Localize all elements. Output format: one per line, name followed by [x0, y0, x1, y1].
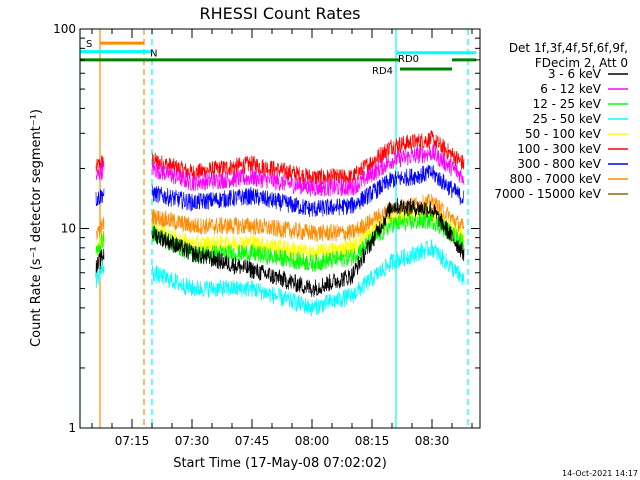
legend-label-8: 7000 - 15000 keV	[494, 187, 601, 201]
flag-label-3: RD0	[398, 54, 419, 65]
legend-label-7: 800 - 7000 keV	[510, 172, 602, 186]
timestamp: 14-Oct-2021 14:17	[562, 469, 638, 478]
series-line-5-1	[151, 130, 465, 187]
flag-label-1: N	[150, 49, 157, 60]
x-axis-label: Start Time (17-May-08 07:02:02)	[173, 456, 387, 471]
x-tick-label-0: 07:15	[115, 434, 150, 448]
legend-label-5: 100 - 300 keV	[517, 142, 601, 156]
flag-label-4: RD4	[372, 66, 393, 77]
legend: Det 1f,3f,4f,5f,6f,9f,FDecim 2, Att 03 -…	[494, 41, 628, 201]
legend-header-0: Det 1f,3f,4f,5f,6f,9f,	[509, 41, 628, 55]
legend-header-1: FDecim 2, Att 0	[535, 56, 628, 70]
series-line-2-0	[95, 230, 105, 256]
flag-layer: S N RD0 RD4	[80, 39, 476, 77]
flag-label-0: S	[86, 39, 92, 50]
y-axis-label: Count Rate (s⁻¹ detector segment⁻¹)	[29, 109, 44, 347]
y-tick-label-0: 1	[68, 421, 76, 435]
y-tick-label-1: 10	[61, 222, 76, 236]
series-line-6-0	[95, 188, 105, 207]
series-line-6-1	[151, 164, 465, 218]
series-line-5-0	[95, 155, 105, 173]
chart-title: RHESSI Count Rates	[200, 4, 361, 23]
axes-layer: 1 10 100 07:15 07:30 07:45 08:00 08:15 08:30	[53, 22, 481, 448]
series-line-1-1	[151, 144, 465, 197]
legend-label-4: 50 - 100 keV	[525, 127, 602, 141]
x-tick-label-4: 08:15	[355, 434, 390, 448]
y-tick-label-2: 100	[53, 22, 76, 36]
series-line-0-1	[151, 197, 465, 297]
legend-label-6: 300 - 800 keV	[517, 157, 601, 171]
series-line-3-1	[151, 239, 465, 317]
x-tick-label-3: 08:00	[295, 434, 330, 448]
series-line-7-0	[95, 216, 105, 241]
x-tick-label-1: 07:30	[175, 434, 210, 448]
legend-label-3: 25 - 50 keV	[533, 112, 602, 126]
series-layer	[95, 130, 465, 317]
legend-label-0: 3 - 6 keV	[548, 67, 602, 81]
x-tick-label-2: 07:45	[235, 434, 270, 448]
legend-label-1: 6 - 12 keV	[540, 82, 602, 96]
series-line-7-1	[151, 193, 465, 242]
legend-label-2: 12 - 25 keV	[533, 97, 602, 111]
series-line-1-0	[95, 161, 105, 181]
series-line-0-0	[95, 248, 105, 278]
x-tick-label-5: 08:30	[415, 434, 450, 448]
series-line-3-0	[95, 260, 105, 289]
